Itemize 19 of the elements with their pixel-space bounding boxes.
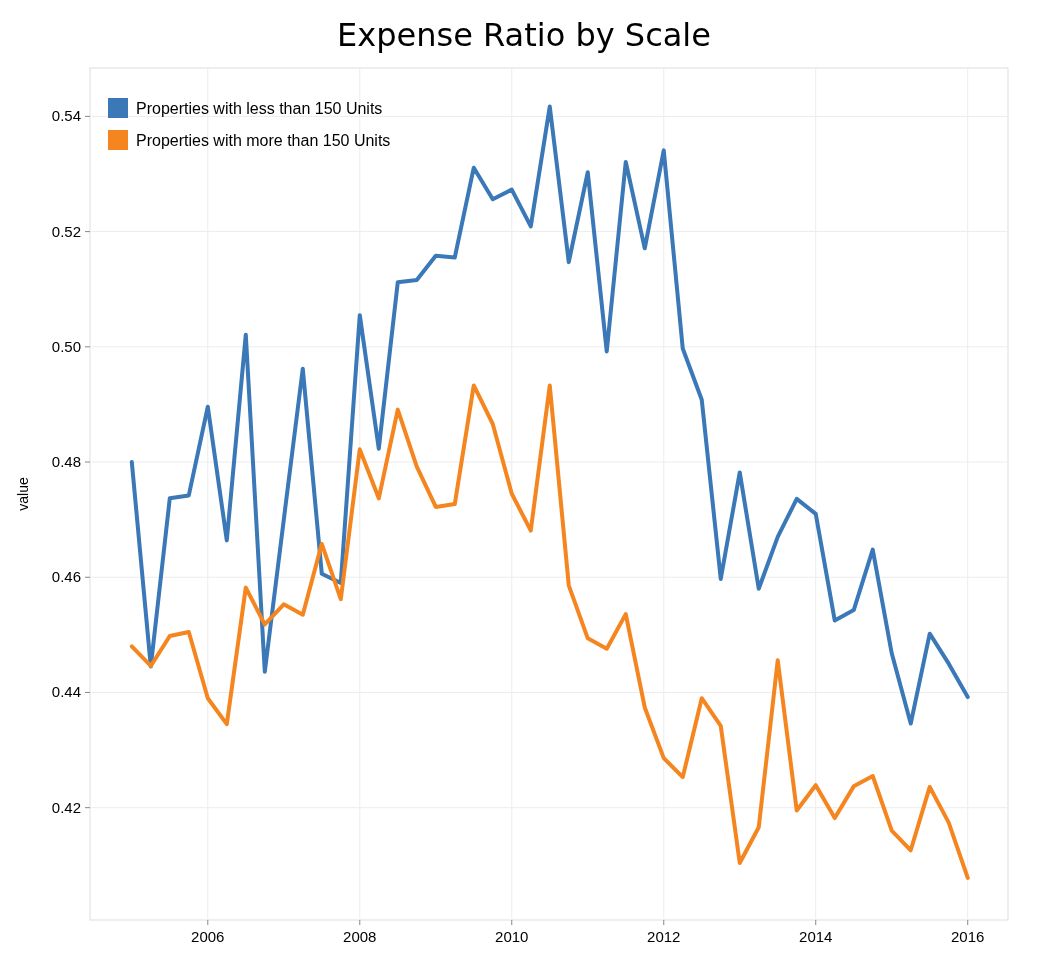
y-tick-label: 0.44 <box>51 683 81 701</box>
y-tick-label: 0.54 <box>51 107 81 125</box>
y-tick-label: 0.42 <box>51 798 81 816</box>
y-tick-label: 0.48 <box>51 453 81 471</box>
y-axis-title: value <box>15 477 31 511</box>
y-tick-label: 0.46 <box>51 568 81 586</box>
x-tick-label: 2008 <box>343 928 377 945</box>
x-tick-label: 2016 <box>951 928 985 945</box>
x-tick-label: 2014 <box>799 928 833 945</box>
line-series <box>129 104 970 726</box>
y-tick-label: 0.50 <box>51 337 81 355</box>
y-tick-label: 0.52 <box>51 222 81 240</box>
x-tick-label: 2006 <box>191 928 225 945</box>
chart-title: Expense Ratio by Scale <box>337 16 711 54</box>
legend-label: Properties with less than 150 Units <box>136 100 383 117</box>
line-series <box>129 383 970 880</box>
x-tick-label: 2012 <box>647 928 681 945</box>
legend-label: Properties with more than 150 Units <box>136 132 391 149</box>
x-tick-label: 2010 <box>495 928 529 945</box>
